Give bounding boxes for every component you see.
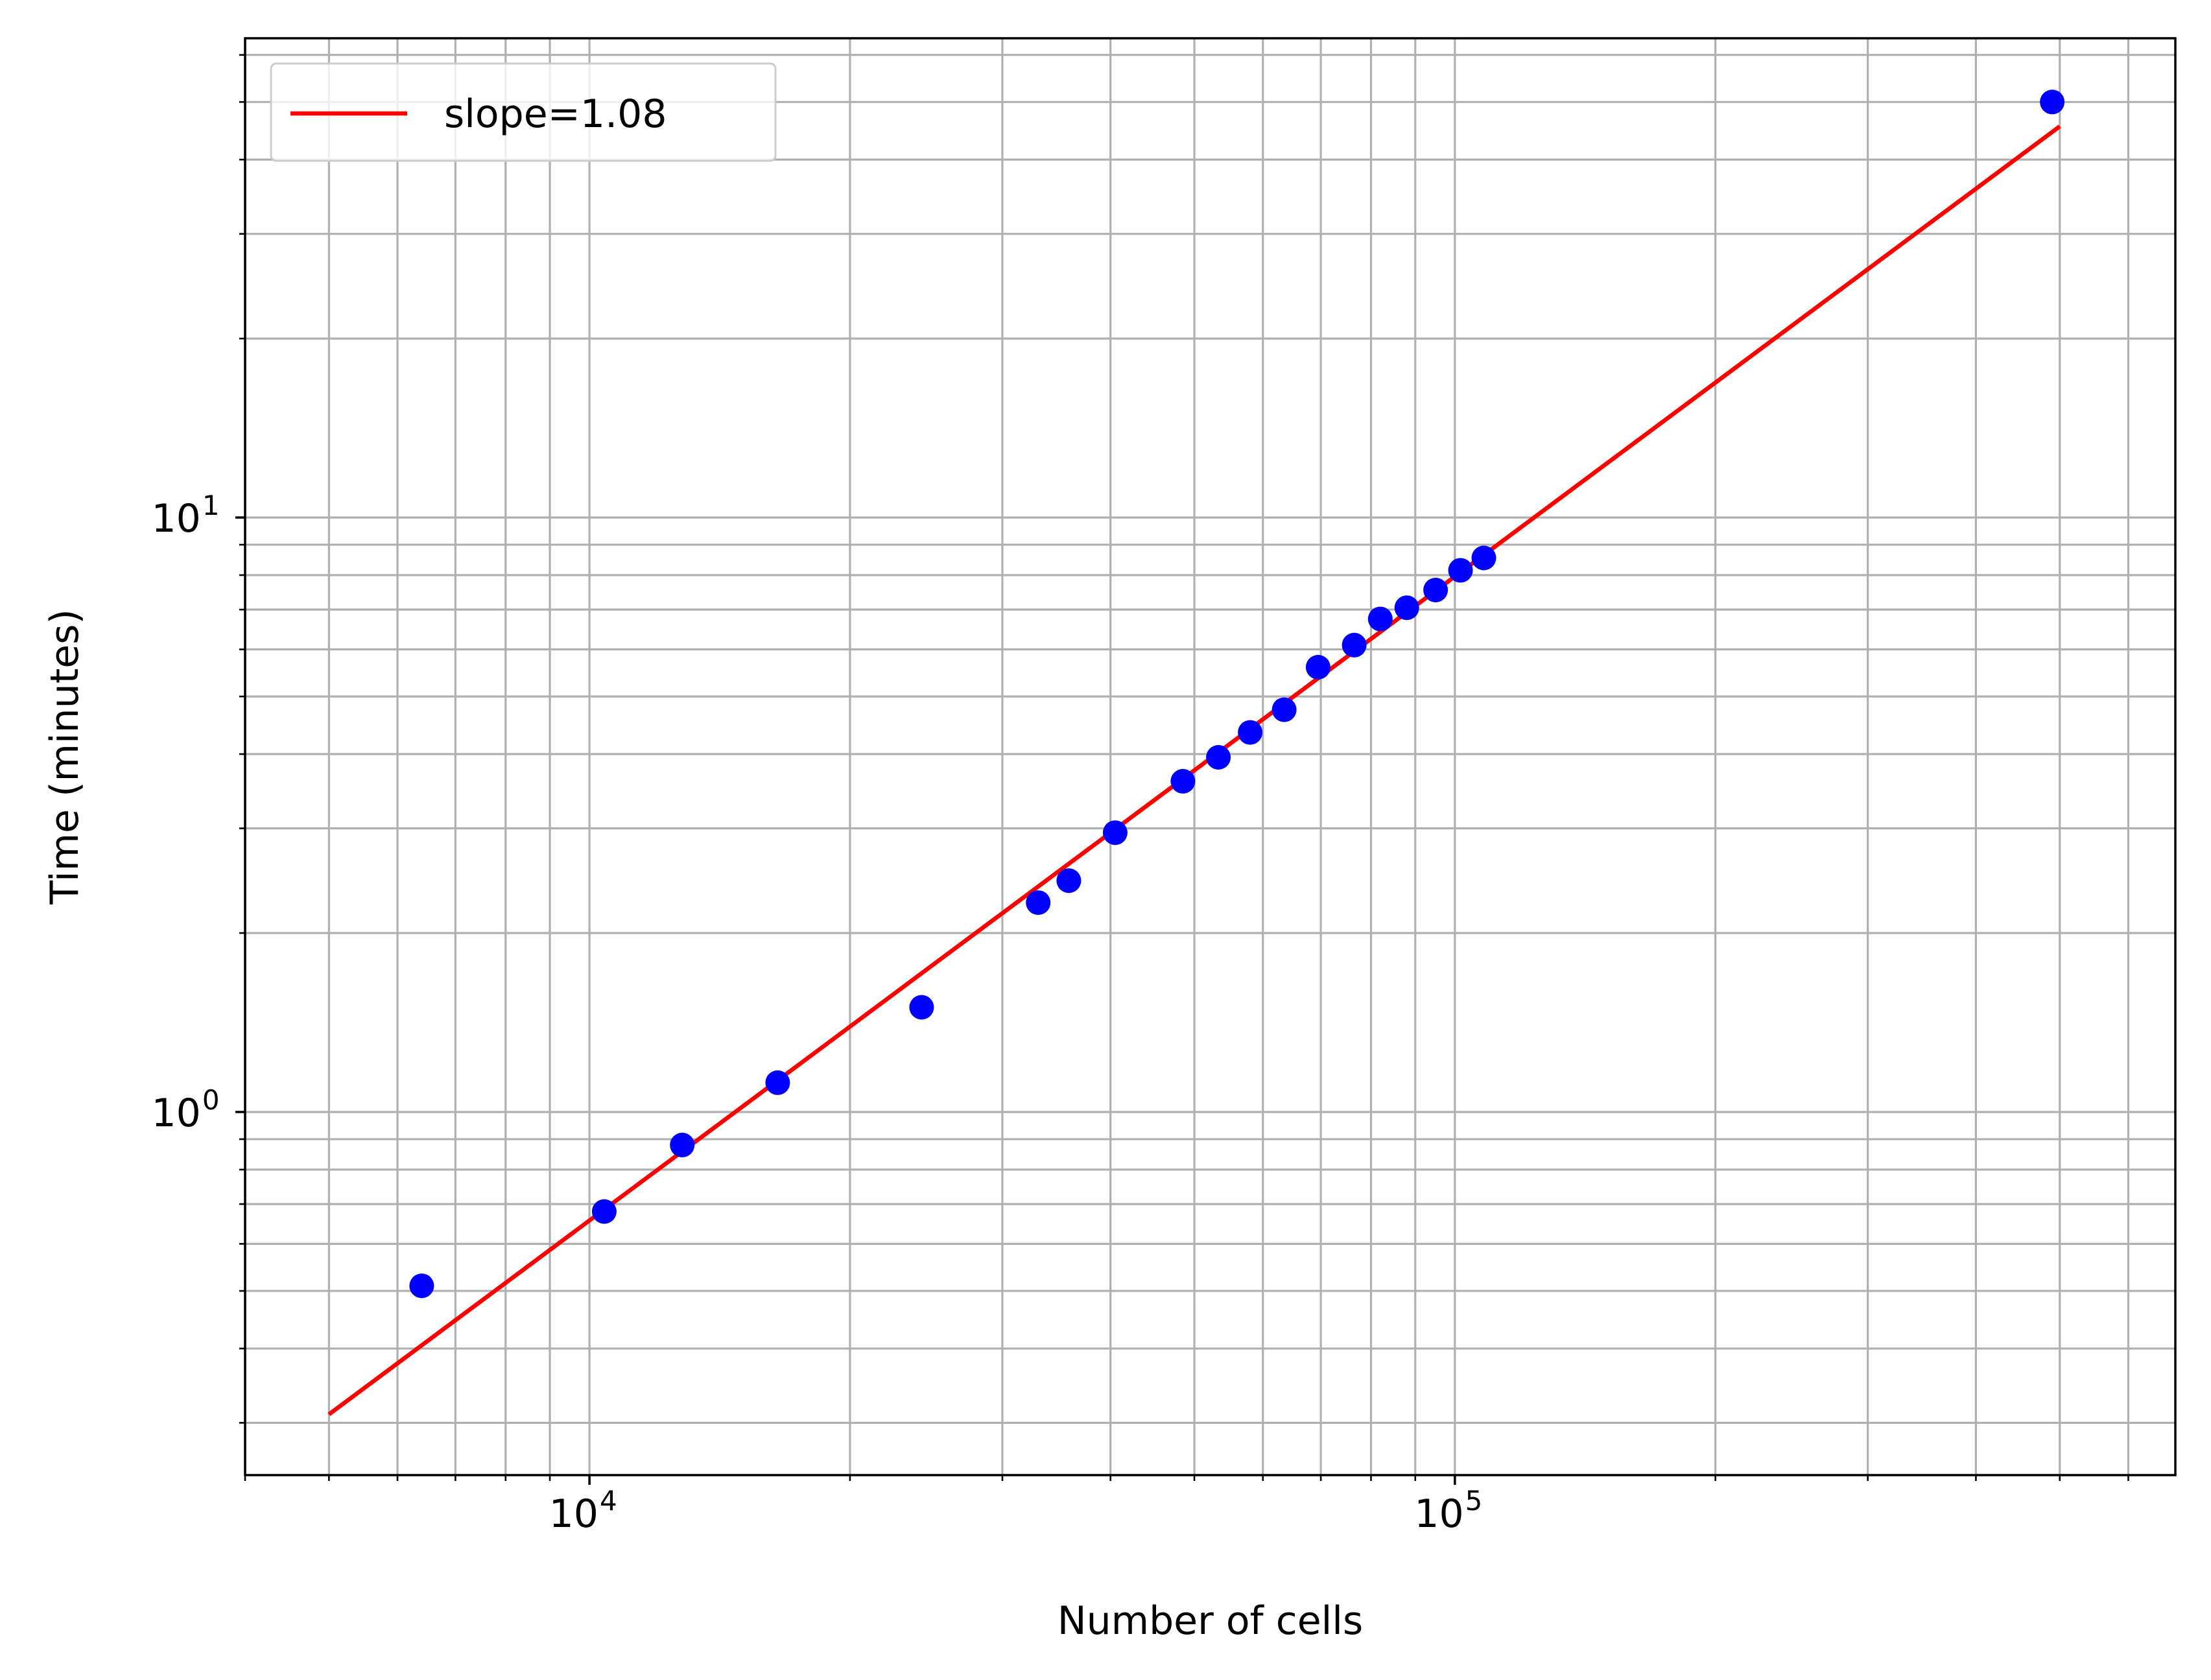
y-tick-label: 101 xyxy=(151,490,219,541)
data-point xyxy=(1271,697,1297,722)
fit-line-layer xyxy=(327,124,2061,1416)
y-tick-label: 100 xyxy=(151,1084,219,1136)
data-point xyxy=(765,1070,790,1095)
plot-area-frame xyxy=(244,37,2177,1476)
legend-box xyxy=(270,62,777,162)
data-point xyxy=(1305,655,1330,680)
data-point xyxy=(1342,632,1367,657)
x-axis-label: Number of cells xyxy=(1058,1598,1364,1644)
data-point xyxy=(670,1132,695,1157)
data-point xyxy=(1238,720,1263,745)
data-point xyxy=(1471,545,1496,571)
data-point xyxy=(1394,595,1419,621)
data-point xyxy=(591,1199,617,1224)
data-point xyxy=(1056,868,1082,893)
grid-lines xyxy=(244,38,2175,1475)
x-tick-label: 105 xyxy=(1414,1485,1482,1537)
y-axis-label: Time (minutes) xyxy=(42,609,88,905)
data-point xyxy=(1423,578,1448,602)
data-point xyxy=(1448,558,1473,583)
data-point xyxy=(1206,745,1231,770)
fit-line xyxy=(327,124,2061,1416)
data-point xyxy=(1367,606,1393,632)
data-point xyxy=(1026,890,1051,916)
data-point xyxy=(1170,768,1196,794)
data-point xyxy=(1102,820,1128,846)
data-point xyxy=(909,995,934,1020)
data-point xyxy=(409,1273,434,1299)
legend: slope=1.08 xyxy=(270,62,777,162)
data-points-layer xyxy=(409,89,2065,1299)
legend-entry-label: slope=1.08 xyxy=(444,91,667,137)
data-point xyxy=(2040,89,2065,115)
